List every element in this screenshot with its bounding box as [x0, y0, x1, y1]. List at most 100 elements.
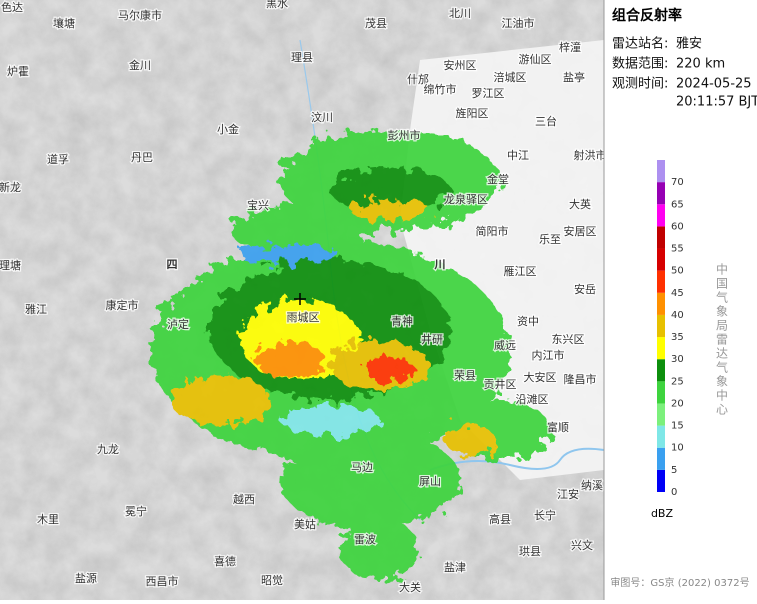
- legend-label: 20: [671, 398, 684, 409]
- place-label: 贡井区: [484, 377, 517, 391]
- legend-swatch: [657, 314, 665, 338]
- place-label: 越西: [233, 492, 255, 506]
- place-label: 理县: [291, 51, 313, 64]
- place-label: 九龙: [97, 443, 119, 456]
- legend-label: 30: [671, 354, 684, 365]
- station: 雅安: [676, 37, 702, 52]
- place-label: 什邡: [407, 72, 429, 86]
- legend-label: 5: [671, 465, 677, 476]
- credit: 中国气象局雷达气象中心: [715, 262, 729, 417]
- legend-label: 25: [671, 376, 684, 387]
- place-label: 兴文: [571, 538, 593, 552]
- place-label: 泸定: [167, 317, 189, 331]
- place-label: 北川: [449, 7, 471, 20]
- info-panel: [604, 0, 757, 600]
- place-label: 盐津: [444, 561, 466, 574]
- place-label: 资中: [517, 315, 539, 328]
- place-label: 川: [434, 258, 446, 271]
- place-label: 盐源: [75, 571, 97, 585]
- legend-label: 10: [671, 443, 684, 454]
- legend-label: 60: [671, 221, 684, 232]
- time: 20:11:57 BJT: [676, 95, 757, 110]
- legend-label: 55: [671, 244, 684, 255]
- place-label: 绵竹市: [424, 82, 457, 96]
- place-label: 内江市: [532, 348, 565, 362]
- place-label: 金川: [129, 58, 151, 72]
- panel-title: 组合反射率: [612, 7, 682, 24]
- place-label: 大英: [569, 197, 591, 211]
- place-label: 雨城区: [287, 311, 320, 324]
- date: 2024-05-25: [676, 77, 752, 92]
- place-label: 旌阳区: [456, 106, 489, 120]
- legend-swatch: [657, 447, 665, 470]
- legend-swatch: [657, 403, 665, 426]
- place-label: 游仙区: [519, 53, 552, 66]
- place-label: 新龙: [0, 180, 21, 194]
- place-label: 沿滩区: [516, 392, 549, 406]
- place-label: 金堂: [487, 172, 509, 186]
- place-label: 雷波: [354, 533, 376, 546]
- place-label: 喜德: [214, 554, 236, 568]
- place-label: 乐至: [539, 233, 561, 246]
- place-label: 色达: [1, 0, 23, 14]
- place-label: 美姑: [294, 518, 316, 531]
- place-label: 冕宁: [125, 504, 147, 518]
- legend-label: 65: [671, 199, 684, 210]
- place-label: 江油市: [502, 16, 535, 30]
- legend-label: 50: [671, 266, 684, 277]
- place-label: 荣县: [454, 369, 476, 382]
- place-label: 龙泉驿区: [444, 192, 488, 206]
- legend-label: 40: [671, 310, 684, 321]
- place-label: 高县: [489, 512, 511, 526]
- place-label: 东兴区: [552, 333, 585, 346]
- place-label: 小金: [217, 122, 239, 136]
- place-label: 丹巴: [131, 151, 153, 164]
- place-label: 雁江区: [504, 265, 537, 278]
- legend-swatch: [657, 359, 665, 382]
- place-label: 射洪市: [574, 148, 607, 162]
- place-label: 炉霍: [7, 65, 29, 78]
- place-label: 四: [167, 258, 178, 271]
- place-label: 长宁: [534, 508, 556, 522]
- place-label: 道孚: [47, 152, 69, 166]
- legend-swatch: [657, 292, 665, 315]
- legend-label: 35: [671, 332, 684, 343]
- place-label: 盐亭: [563, 70, 585, 84]
- place-label: 彭州市: [388, 128, 421, 142]
- place-label: 威远: [494, 339, 516, 352]
- place-label: 大关: [399, 580, 421, 594]
- legend-swatch: [657, 381, 665, 404]
- place-label: 壤塘: [53, 16, 75, 30]
- legend-swatch: [657, 248, 665, 271]
- place-label: 纳溪: [581, 479, 603, 492]
- place-label: 简阳市: [476, 224, 509, 238]
- approval: 审图号：GS京 (2022) 0372号: [610, 576, 749, 589]
- place-label: 涪城区: [494, 70, 527, 84]
- range-label: 数据范围:: [612, 57, 668, 72]
- place-label: 三台: [535, 114, 557, 128]
- place-label: 青神: [391, 314, 413, 328]
- place-label: 罗江区: [472, 87, 505, 100]
- legend-unit: dBZ: [651, 507, 674, 520]
- place-label: 马边: [351, 461, 373, 474]
- place-label: 珙县: [519, 544, 541, 558]
- legend-swatch: [657, 270, 665, 293]
- station-label: 雷达站名:: [612, 36, 668, 52]
- legend-swatch: [657, 337, 665, 360]
- legend-swatch: [657, 469, 665, 492]
- legend-label: 0: [671, 487, 677, 498]
- legend-swatch: [657, 182, 665, 205]
- legend-label: 70: [671, 177, 684, 188]
- place-label: 安居区: [564, 224, 597, 238]
- place-label: 屏山: [419, 475, 441, 488]
- place-label: 雅江: [25, 302, 47, 316]
- legend-swatch: [657, 204, 665, 227]
- legend-label: 45: [671, 288, 684, 299]
- place-label: 西昌市: [146, 574, 179, 588]
- place-label: 宝兴: [247, 198, 269, 212]
- river: [429, 447, 605, 471]
- place-label: 木里: [37, 513, 59, 526]
- place-label: 黑水: [266, 0, 288, 10]
